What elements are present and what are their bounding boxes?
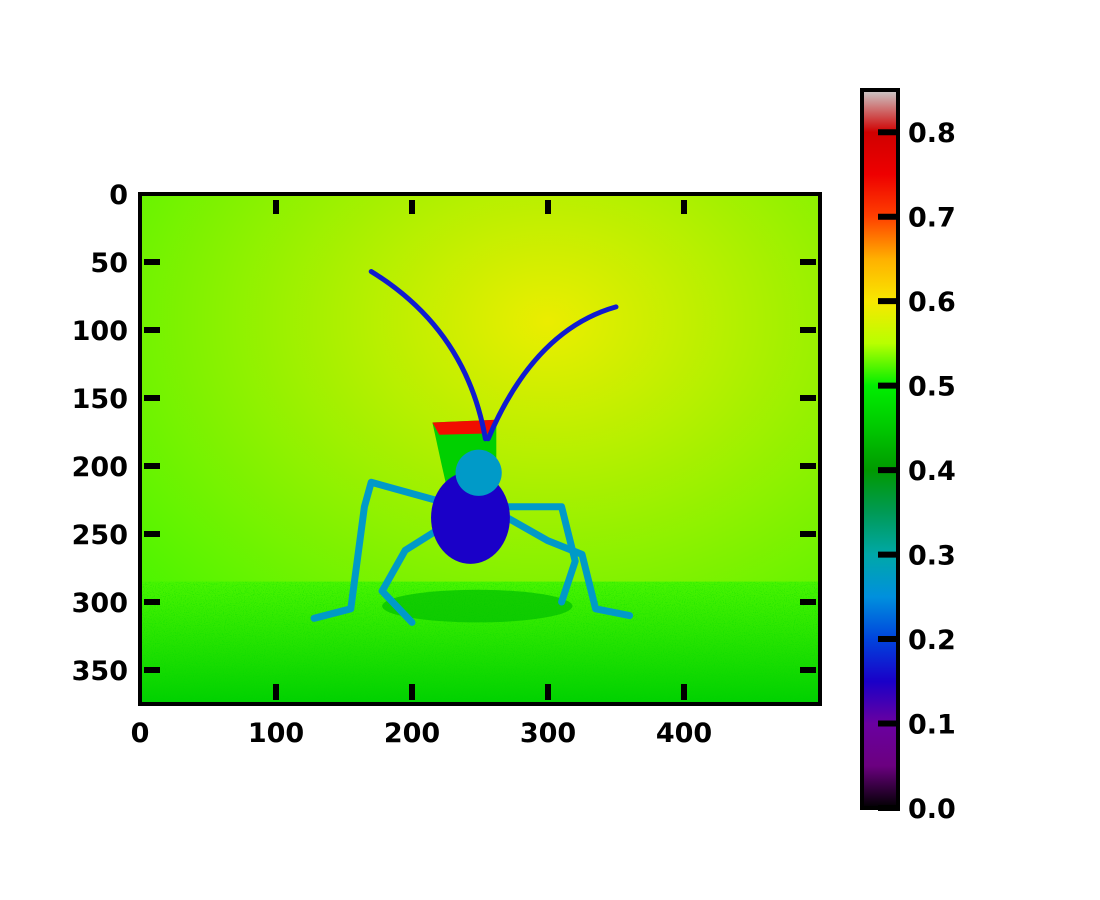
colorbar-tick-label: 0.3 xyxy=(908,541,956,572)
insect-leg-1 xyxy=(310,478,454,622)
colorbar-tick-label: 0.1 xyxy=(908,710,956,741)
x-tick-label: 300 xyxy=(520,718,576,749)
y-tick-label: 150 xyxy=(72,384,128,415)
insect-leg-2 xyxy=(378,516,457,626)
colorbar-tick-label: 0.0 xyxy=(908,794,956,825)
y-tick-label: 0 xyxy=(109,180,128,211)
y-tick-label: 100 xyxy=(72,316,128,347)
x-tick-label: 0 xyxy=(131,718,150,749)
colorbar-tick-label: 0.7 xyxy=(908,203,956,234)
colorbar-tick-label: 0.4 xyxy=(908,456,956,487)
insect-abdomen xyxy=(431,471,510,564)
y-tick-label: 250 xyxy=(72,520,128,551)
x-tick-label: 400 xyxy=(656,718,712,749)
insect-shadow xyxy=(382,589,573,623)
y-tick-label: 50 xyxy=(90,248,128,279)
y-tick-label: 300 xyxy=(72,588,128,619)
colorbar: 0.0 0.1 0.2 0.3 0.4 0.5 0.6 0.7 0.8 xyxy=(860,88,956,825)
insect-thorax xyxy=(455,449,502,496)
insect-leg-4 xyxy=(496,503,579,606)
axes: 0 100 200 300 400 0 50 100 150 200 250 300 350 xyxy=(72,180,822,749)
y-tick-label: 350 xyxy=(72,656,128,687)
heatmap-image xyxy=(140,194,820,704)
colorbar-tick-label: 0.2 xyxy=(908,625,956,656)
x-tick-label: 200 xyxy=(384,718,440,749)
insect-antenna-right xyxy=(485,304,619,442)
colorbar-tick-label: 0.5 xyxy=(908,372,956,403)
colorbar-tick-label: 0.6 xyxy=(908,287,956,318)
axes-frame xyxy=(138,192,822,706)
insect-antenna-left xyxy=(368,269,488,442)
colorbar-gradient xyxy=(862,90,898,808)
y-tick-label: 200 xyxy=(72,452,128,483)
x-tick-label: 100 xyxy=(248,718,304,749)
colorbar-tick-label: 0.8 xyxy=(908,118,956,149)
insect-leg-3 xyxy=(503,514,634,620)
